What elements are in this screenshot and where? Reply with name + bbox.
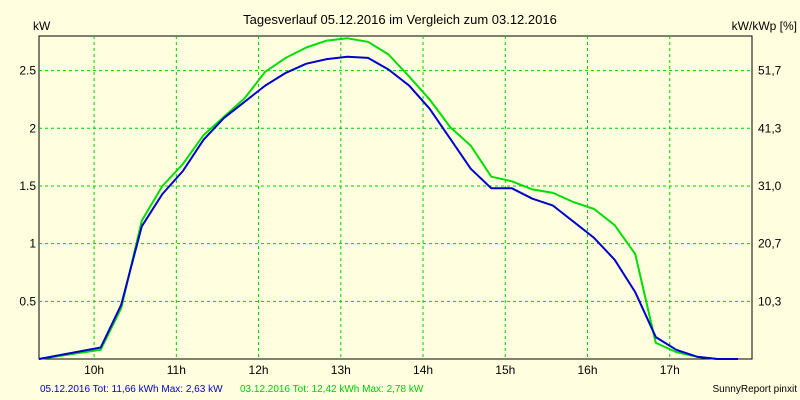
x-tick-label: 16h: [578, 363, 598, 377]
y-tick-label-right: 31,0: [758, 179, 782, 193]
y-tick-label-left: 2.5: [19, 64, 36, 78]
series-line-0312: [38, 37, 738, 360]
x-tick-label: 10h: [84, 363, 104, 377]
y-tick-label-left: 2: [29, 121, 36, 135]
y-axis-label-right: kW/kWp [%]: [732, 19, 797, 33]
legend-entry-0312: 03.12.2016 Tot: 12,42 kWh Max: 2,78 kW: [240, 384, 424, 395]
y-tick-label-left: 1: [29, 237, 36, 251]
y-axis-label-left: kW: [33, 19, 51, 33]
grid-lines: [39, 36, 752, 359]
plot-area: [38, 35, 753, 360]
x-tick-label: 12h: [249, 363, 269, 377]
x-tick-label: 15h: [495, 363, 515, 377]
y-tick-label-right: 20,7: [758, 237, 782, 251]
y-tick-label-right: 41,3: [758, 121, 782, 135]
x-tick-label: 11h: [167, 363, 186, 377]
y-tick-label-right: 51,7: [758, 64, 782, 78]
legend-entry-0512: 05.12.2016 Tot: 11,66 kWh Max: 2,63 kW: [40, 384, 223, 395]
x-tick-label: 14h: [413, 363, 433, 377]
x-tick-label: 13h: [331, 363, 351, 377]
x-tick-label: 17h: [660, 363, 680, 377]
y-tick-label-left: 0.5: [19, 294, 36, 308]
tick-labels: 10h 11h 12h 13h 14h 15h 16h 17h 0.5 1 1.5 2 2.5 10,3 2…: [19, 64, 781, 377]
y-tick-label-right: 10,3: [758, 294, 782, 308]
y-tick-label-left: 1.5: [19, 179, 36, 193]
series-line-0512: [38, 55, 738, 360]
series-lines: [38, 37, 738, 360]
credit-label: SunnyReport pinxit: [713, 384, 798, 395]
chart-title: Tagesverlauf 05.12.2016 im Vergleich zum…: [243, 12, 557, 27]
